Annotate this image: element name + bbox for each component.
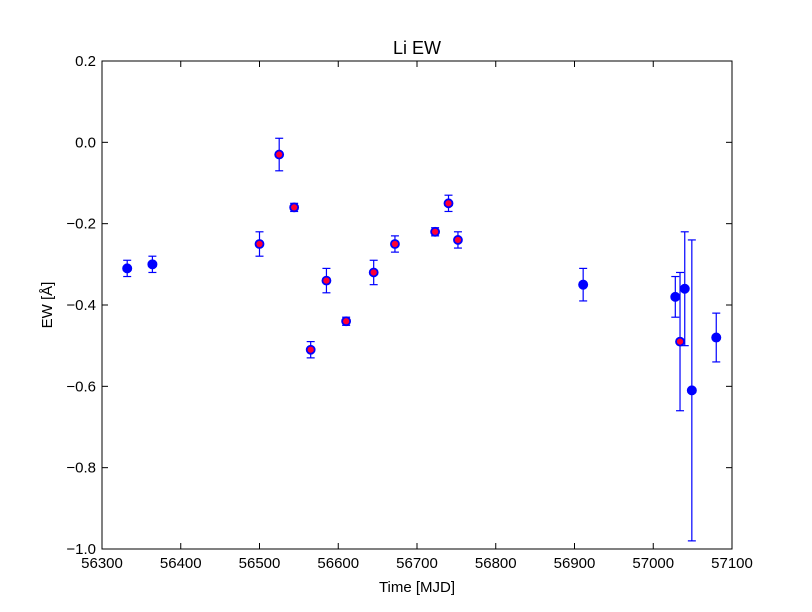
y-tick-label: −0.6	[66, 378, 96, 395]
y-tick-label: −0.2	[66, 216, 96, 233]
x-axis-label: Time [MJD]	[379, 579, 455, 596]
y-tick-label: −0.8	[66, 460, 96, 477]
x-tick-label: 56500	[239, 555, 281, 572]
x-tick-label: 57100	[711, 555, 753, 572]
data-point	[254, 239, 265, 249]
data-point	[341, 316, 352, 327]
data-point	[305, 344, 316, 355]
y-axis-label: EW [Å]	[39, 282, 56, 329]
x-tick-label: 57000	[632, 555, 674, 572]
x-tick-label: 56700	[396, 555, 438, 572]
y-tick-label: 0.0	[75, 134, 96, 151]
data-point	[289, 202, 300, 213]
data-point	[430, 226, 441, 237]
data-point	[578, 279, 589, 290]
y-tick-label: 0.2	[75, 53, 96, 70]
data-point	[122, 263, 133, 274]
y-tick-label: −0.4	[66, 297, 96, 314]
data-point	[453, 235, 463, 245]
data-point	[368, 267, 379, 278]
x-tick-label: 56900	[554, 555, 596, 572]
data-point	[675, 336, 685, 347]
x-tick-label: 56400	[160, 555, 202, 572]
data-points	[122, 149, 722, 396]
data-point	[686, 385, 697, 396]
data-point	[679, 283, 690, 294]
data-point	[443, 198, 454, 209]
data-point	[147, 259, 158, 270]
data-point	[390, 239, 400, 249]
x-tick-label: 56300	[81, 555, 123, 572]
data-point	[321, 275, 332, 286]
x-tick-label: 56800	[475, 555, 517, 572]
data-point	[274, 149, 285, 160]
chart-title: Li EW	[393, 38, 441, 58]
plot-frame	[101, 60, 733, 550]
y-tick-label: −1.0	[66, 541, 96, 558]
data-point	[711, 332, 722, 343]
data-point	[670, 291, 681, 302]
x-tick-label: 56600	[317, 555, 359, 572]
tick-labels: 56300 56400 56500 56600 56700 56800 56900 57000…	[66, 53, 752, 572]
